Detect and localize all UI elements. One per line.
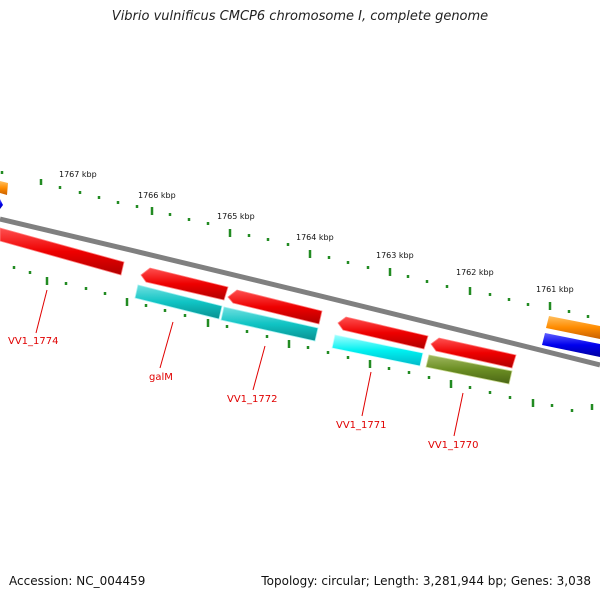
scale-label: 1767 kbp <box>59 170 97 179</box>
gene-forward <box>0 227 125 276</box>
label-leaders <box>35 289 464 437</box>
gene-reverse <box>430 337 517 369</box>
scale-label: 1764 kbp <box>296 233 334 242</box>
scale-label: 1762 kbp <box>456 268 494 277</box>
blue-feature-left <box>0 199 3 209</box>
rna-feature <box>331 334 424 367</box>
orange-feature-left <box>0 181 8 195</box>
rna-feature <box>134 284 223 320</box>
gene-reverse <box>227 289 323 325</box>
rna-feature <box>220 306 319 342</box>
gene-reverse <box>140 267 229 301</box>
gene-label: VV1_1771 <box>336 420 387 431</box>
gene-label: VV1_1772 <box>227 394 278 405</box>
gene-label: galM <box>149 372 173 383</box>
gene-reverse <box>337 316 429 350</box>
map-title: Vibrio vulnificus CMCP6 chromosome I, co… <box>111 9 489 24</box>
gene-label: VV1_1774 <box>8 336 59 347</box>
outer-scale-ticks <box>0 171 590 318</box>
accession-text: Accession: NC_004459 <box>9 574 146 588</box>
genome-summary-text: Topology: circular; Length: 3,281,944 bp… <box>261 574 591 588</box>
scale-label: 1766 kbp <box>138 191 176 200</box>
blue-feature-right <box>542 333 600 357</box>
scale-label: 1763 kbp <box>376 251 414 260</box>
orange-feature-right <box>546 316 600 339</box>
genome-backbone <box>0 216 600 368</box>
inner-scale-ticks <box>12 266 594 412</box>
scale-label: 1761 kbp <box>536 285 574 294</box>
scale-label: 1765 kbp <box>217 212 255 221</box>
gene-label: VV1_1770 <box>428 440 479 451</box>
other-feature <box>425 354 513 385</box>
